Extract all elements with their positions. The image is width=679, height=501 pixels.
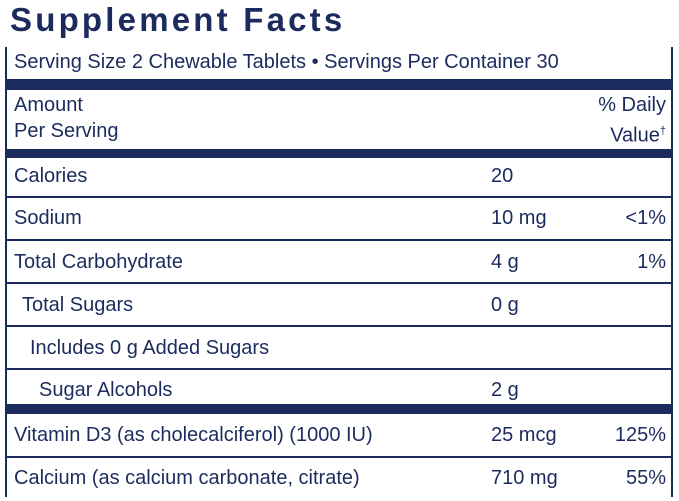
nutrient-amount: 25 mcg — [491, 424, 557, 446]
column-header: Amount — [14, 94, 83, 116]
nutrient-name: Sodium — [14, 207, 82, 229]
nutrient-daily-value: 125% — [614, 424, 666, 446]
nutrient-name: Calories — [14, 165, 88, 187]
row-rule — [5, 456, 673, 458]
nutrient-daily-value: <1% — [625, 207, 666, 229]
nutrient-amount: 2 g — [491, 379, 519, 401]
row-rule — [5, 325, 673, 327]
row-rule — [5, 239, 673, 241]
column-header: % Daily — [598, 94, 666, 116]
nutrient-amount: 0 g — [491, 294, 519, 316]
nutrient-daily-value: 1% — [637, 251, 666, 273]
serving-info: Serving Size 2 Chewable Tablets • Servin… — [14, 51, 559, 73]
nutrient-name: Total Sugars — [22, 294, 134, 316]
thick-rule — [5, 79, 673, 90]
label-title: Supplement Facts — [10, 1, 346, 38]
row-rule — [5, 196, 673, 198]
thick-rule — [5, 404, 673, 414]
nutrient-name: Total Carbohydrate — [14, 251, 183, 273]
nutrient-name: Sugar Alcohols — [39, 379, 173, 401]
thick-rule — [5, 149, 673, 158]
column-header-text: Value — [610, 124, 660, 147]
row-rule — [5, 282, 673, 284]
dagger: † — [659, 125, 666, 137]
nutrient-name: Vitamin D3 (as cholecalciferol) (1000 IU… — [14, 424, 373, 446]
nutrient-amount: 10 mg — [491, 207, 547, 229]
nutrient-daily-value: 55% — [625, 467, 666, 489]
nutrient-amount: 4 g — [491, 251, 519, 273]
nutrient-amount: 20 — [491, 165, 514, 187]
column-header: Value† — [610, 119, 666, 148]
row-rule — [5, 368, 673, 370]
column-header: Per Serving — [14, 120, 119, 142]
nutrient-amount: 710 mg — [491, 467, 558, 489]
label-frame — [5, 47, 673, 497]
nutrient-name: Calcium (as calcium carbonate, citrate) — [14, 467, 360, 489]
nutrient-name: Includes 0 g Added Sugars — [30, 337, 270, 359]
